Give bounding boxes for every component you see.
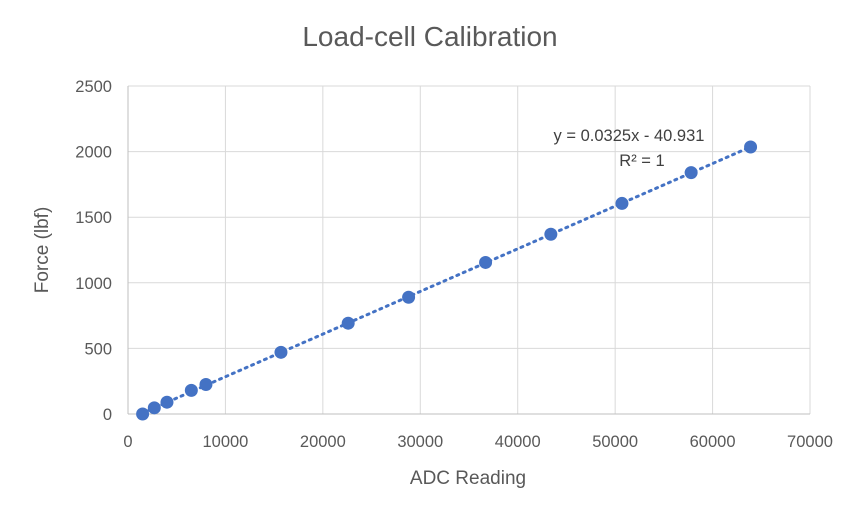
x-tick-label: 20000 xyxy=(300,433,346,451)
data-point xyxy=(744,140,758,154)
x-tick-label: 60000 xyxy=(690,433,736,451)
trendline-layer xyxy=(141,145,753,415)
data-point xyxy=(199,377,213,391)
data-point xyxy=(184,383,198,397)
y-axis-title: Force (lbf) xyxy=(32,207,53,294)
y-tick-label: 2500 xyxy=(75,78,112,96)
data-point xyxy=(402,290,416,304)
x-tick-label: 30000 xyxy=(397,433,443,451)
x-tick-label: 50000 xyxy=(592,433,638,451)
data-point xyxy=(136,407,150,421)
trendline-r-squared: R² = 1 xyxy=(619,152,664,170)
y-tick-label: 2000 xyxy=(75,144,112,162)
gridlines xyxy=(128,85,811,414)
y-tick-label: 0 xyxy=(103,406,112,424)
y-tick-label: 1000 xyxy=(75,275,112,293)
data-point xyxy=(544,227,558,241)
x-tick-label: 0 xyxy=(123,433,132,451)
y-tick-label: 1500 xyxy=(75,209,112,227)
data-point xyxy=(479,255,493,269)
trendline-equation: y = 0.0325x - 40.931 xyxy=(554,127,705,145)
axes: 0 500 1000 1500 2000 2500 0 10000 20000 30000 4000… xyxy=(75,78,833,451)
data-point xyxy=(341,316,355,330)
data-point xyxy=(147,401,161,415)
x-tick-label: 70000 xyxy=(787,433,833,451)
data-point xyxy=(160,395,174,409)
x-tick-label: 10000 xyxy=(202,433,248,451)
x-axis-title: ADC Reading xyxy=(410,468,526,489)
data-points xyxy=(136,140,758,421)
chart-title: Load-cell Calibration xyxy=(302,21,557,52)
trendline xyxy=(141,145,753,415)
data-point xyxy=(274,345,288,359)
y-tick-label: 500 xyxy=(84,340,112,358)
x-tick-label: 40000 xyxy=(495,433,541,451)
data-point xyxy=(684,166,698,180)
data-point xyxy=(615,196,629,210)
